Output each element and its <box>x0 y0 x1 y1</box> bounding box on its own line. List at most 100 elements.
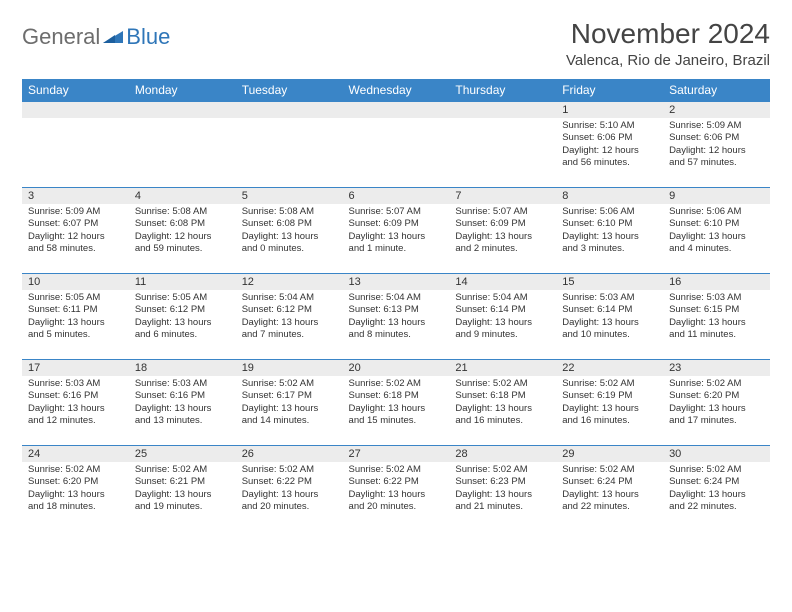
day-line: Sunset: 6:08 PM <box>135 218 230 230</box>
day-line: Daylight: 13 hours <box>349 231 444 243</box>
logo-triangle-icon <box>103 29 123 45</box>
day-line: Daylight: 13 hours <box>562 231 657 243</box>
calendar-cell: 15Sunrise: 5:03 AMSunset: 6:14 PMDayligh… <box>556 274 663 360</box>
day-number: 21 <box>449 360 556 376</box>
day-body <box>343 118 450 122</box>
calendar-cell: 16Sunrise: 5:03 AMSunset: 6:15 PMDayligh… <box>663 274 770 360</box>
day-body: Sunrise: 5:03 AMSunset: 6:14 PMDaylight:… <box>556 290 663 343</box>
calendar-week-row: 10Sunrise: 5:05 AMSunset: 6:11 PMDayligh… <box>22 274 770 360</box>
calendar-cell: 26Sunrise: 5:02 AMSunset: 6:22 PMDayligh… <box>236 446 343 532</box>
day-line: and 10 minutes. <box>562 329 657 341</box>
day-number: 22 <box>556 360 663 376</box>
day-line: Sunset: 6:21 PM <box>135 476 230 488</box>
day-line: and 12 minutes. <box>28 415 123 427</box>
month-title: November 2024 <box>566 18 770 50</box>
day-line: and 56 minutes. <box>562 157 657 169</box>
day-body: Sunrise: 5:09 AMSunset: 6:06 PMDaylight:… <box>663 118 770 171</box>
day-line: Sunset: 6:24 PM <box>669 476 764 488</box>
day-line: Sunrise: 5:02 AM <box>349 464 444 476</box>
location: Valenca, Rio de Janeiro, Brazil <box>566 52 770 69</box>
day-number: 17 <box>22 360 129 376</box>
day-line: Daylight: 13 hours <box>669 489 764 501</box>
day-line: Sunset: 6:12 PM <box>135 304 230 316</box>
day-number: 12 <box>236 274 343 290</box>
day-body: Sunrise: 5:02 AMSunset: 6:19 PMDaylight:… <box>556 376 663 429</box>
day-number <box>449 102 556 118</box>
day-body: Sunrise: 5:02 AMSunset: 6:18 PMDaylight:… <box>449 376 556 429</box>
day-line: Daylight: 13 hours <box>349 403 444 415</box>
day-number: 13 <box>343 274 450 290</box>
logo-word1: General <box>22 24 100 50</box>
day-number: 8 <box>556 188 663 204</box>
day-line: Sunset: 6:08 PM <box>242 218 337 230</box>
day-line: Sunrise: 5:02 AM <box>28 464 123 476</box>
weekday-header: Tuesday <box>236 79 343 102</box>
day-line: Daylight: 13 hours <box>455 403 550 415</box>
day-line: Sunset: 6:18 PM <box>455 390 550 402</box>
day-line: Sunset: 6:19 PM <box>562 390 657 402</box>
day-line: Sunrise: 5:02 AM <box>669 378 764 390</box>
day-line: and 6 minutes. <box>135 329 230 341</box>
day-line: Sunset: 6:16 PM <box>28 390 123 402</box>
day-line: and 19 minutes. <box>135 501 230 513</box>
day-line: and 1 minute. <box>349 243 444 255</box>
day-line: and 59 minutes. <box>135 243 230 255</box>
day-line: Sunset: 6:14 PM <box>455 304 550 316</box>
day-body: Sunrise: 5:02 AMSunset: 6:20 PMDaylight:… <box>22 462 129 515</box>
calendar-cell: 12Sunrise: 5:04 AMSunset: 6:12 PMDayligh… <box>236 274 343 360</box>
day-line: and 7 minutes. <box>242 329 337 341</box>
day-number: 20 <box>343 360 450 376</box>
calendar-cell: 13Sunrise: 5:04 AMSunset: 6:13 PMDayligh… <box>343 274 450 360</box>
day-line: Sunrise: 5:04 AM <box>242 292 337 304</box>
day-line: Sunrise: 5:08 AM <box>135 206 230 218</box>
calendar-cell: 29Sunrise: 5:02 AMSunset: 6:24 PMDayligh… <box>556 446 663 532</box>
day-body <box>129 118 236 122</box>
day-line: and 5 minutes. <box>28 329 123 341</box>
day-line: Sunrise: 5:02 AM <box>349 378 444 390</box>
day-number: 26 <box>236 446 343 462</box>
calendar-cell <box>236 102 343 188</box>
day-line: Sunrise: 5:07 AM <box>349 206 444 218</box>
day-line: Sunset: 6:18 PM <box>349 390 444 402</box>
day-line: Sunset: 6:10 PM <box>562 218 657 230</box>
calendar-cell <box>343 102 450 188</box>
day-line: and 20 minutes. <box>349 501 444 513</box>
day-line: Daylight: 13 hours <box>455 489 550 501</box>
calendar-cell <box>22 102 129 188</box>
day-body: Sunrise: 5:03 AMSunset: 6:16 PMDaylight:… <box>129 376 236 429</box>
day-number: 18 <box>129 360 236 376</box>
day-line: and 57 minutes. <box>669 157 764 169</box>
day-line: Sunset: 6:17 PM <box>242 390 337 402</box>
day-line: Sunrise: 5:02 AM <box>455 378 550 390</box>
day-line: Sunrise: 5:06 AM <box>562 206 657 218</box>
day-line: Sunrise: 5:10 AM <box>562 120 657 132</box>
day-number: 14 <box>449 274 556 290</box>
day-body: Sunrise: 5:03 AMSunset: 6:16 PMDaylight:… <box>22 376 129 429</box>
day-body <box>449 118 556 122</box>
day-line: Sunrise: 5:03 AM <box>28 378 123 390</box>
calendar-cell: 18Sunrise: 5:03 AMSunset: 6:16 PMDayligh… <box>129 360 236 446</box>
day-body: Sunrise: 5:02 AMSunset: 6:17 PMDaylight:… <box>236 376 343 429</box>
day-body: Sunrise: 5:04 AMSunset: 6:12 PMDaylight:… <box>236 290 343 343</box>
day-line: and 22 minutes. <box>669 501 764 513</box>
day-body: Sunrise: 5:04 AMSunset: 6:13 PMDaylight:… <box>343 290 450 343</box>
weekday-header: Saturday <box>663 79 770 102</box>
weekday-header: Wednesday <box>343 79 450 102</box>
day-line: Sunrise: 5:03 AM <box>135 378 230 390</box>
day-line: Daylight: 13 hours <box>242 231 337 243</box>
calendar-cell: 2Sunrise: 5:09 AMSunset: 6:06 PMDaylight… <box>663 102 770 188</box>
day-line: Sunset: 6:23 PM <box>455 476 550 488</box>
day-line: Sunrise: 5:02 AM <box>562 378 657 390</box>
day-body: Sunrise: 5:07 AMSunset: 6:09 PMDaylight:… <box>449 204 556 257</box>
day-line: and 22 minutes. <box>562 501 657 513</box>
calendar-cell <box>449 102 556 188</box>
day-line: and 8 minutes. <box>349 329 444 341</box>
day-body: Sunrise: 5:02 AMSunset: 6:22 PMDaylight:… <box>236 462 343 515</box>
calendar-cell: 1Sunrise: 5:10 AMSunset: 6:06 PMDaylight… <box>556 102 663 188</box>
day-body: Sunrise: 5:10 AMSunset: 6:06 PMDaylight:… <box>556 118 663 171</box>
calendar-cell: 11Sunrise: 5:05 AMSunset: 6:12 PMDayligh… <box>129 274 236 360</box>
calendar-week-row: 17Sunrise: 5:03 AMSunset: 6:16 PMDayligh… <box>22 360 770 446</box>
day-line: Sunrise: 5:02 AM <box>455 464 550 476</box>
day-line: Sunrise: 5:04 AM <box>455 292 550 304</box>
day-body <box>236 118 343 122</box>
